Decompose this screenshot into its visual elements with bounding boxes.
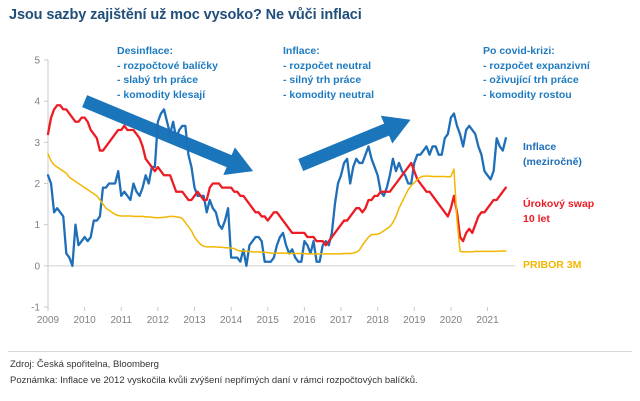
y-axis-tick-label: 1 (34, 220, 40, 231)
legend-item-pribor: PRIBOR 3M (523, 258, 581, 273)
annotation-bullet: - silný trh práce (283, 74, 362, 86)
y-axis-tick-label: 0 (34, 261, 40, 272)
legend-label-line2: 10 let (523, 212, 550, 225)
x-axis-tick-label: 2018 (367, 315, 390, 326)
annotation-inflace: Inflace: - rozpočet neutral - silný trh … (283, 44, 374, 102)
series-line (46, 104, 507, 247)
x-axis-tick-label: 2015 (257, 315, 280, 326)
annotation-heading: Po covid-krizi: (483, 45, 555, 57)
series-line (47, 153, 507, 255)
x-axis-tick-label: 2014 (220, 315, 243, 326)
page-title: Jsou sazby zajištění už moc vysoko? Ne v… (9, 7, 362, 23)
desinflace-arrow (82, 95, 254, 176)
legend-label-line1: Inflace (523, 141, 557, 153)
x-axis-tick-label: 2009 (37, 315, 60, 326)
legend-label-line1: Úrokový swap (523, 198, 595, 210)
legend-item-inflace: Inflace (meziročně) (523, 140, 582, 169)
footer-divider (8, 351, 632, 352)
legend-label-line1: PRIBOR 3M (523, 259, 582, 271)
annotation-bullet: - rozpočet expanzivní (483, 59, 590, 72)
annotation-heading: Desinflace: (117, 45, 174, 57)
y-axis-tick-label: 3 (34, 138, 40, 149)
annotation-bullet: - komodity neutral (283, 88, 375, 101)
x-axis-tick-label: 2020 (440, 315, 463, 326)
footnote-source: Zdroj: Česká spořitelna, Bloomberg (10, 359, 159, 370)
annotation-heading: Inflace: (283, 45, 320, 57)
legend-item-urokovy-swap: Úrokový swap 10 let (523, 197, 594, 226)
chart-plot-area: -1 0 1 2 3 4 5 2009 2010 2011 2012 2013 2014 2015 2016… (0, 30, 640, 350)
x-axis-tick-label: 2016 (293, 315, 316, 326)
annotation-bullet: - oživující trh práce (483, 74, 579, 86)
chart-axes: -1 0 1 2 3 4 5 2009 2010 2011 2012 2013 2014 2015 2016… (31, 56, 515, 326)
x-axis-tick-label: 2013 (183, 315, 206, 326)
chart-svg: -1 0 1 2 3 4 5 2009 2010 2011 2012 2013 2014 2015 2016… (31, 56, 515, 326)
y-axis-tick-label: 2 (34, 179, 40, 190)
legend-label-line2: (meziročně) (523, 155, 582, 168)
x-axis-tick-label: 2012 (147, 315, 170, 326)
annotation-bullet: - komodity klesají (117, 88, 206, 101)
annotation-bullet: - komodity rostou (483, 88, 572, 101)
series-line (46, 108, 507, 267)
chart-arrows (82, 95, 411, 176)
inflace-arrow (298, 115, 411, 171)
x-axis-tick-label: 2019 (403, 315, 426, 326)
annotation-bullet: - rozpočet neutral (283, 59, 372, 72)
x-axis-tick-label: 2021 (476, 315, 499, 326)
annotation-bullet: - slabý trh práce (117, 74, 199, 86)
footnote-note: Poznámka: Inflace ve 2012 vyskočila kvůl… (10, 375, 418, 386)
annotation-desinflace: Desinflace: - rozpočtové balíčky - slabý… (117, 44, 218, 102)
x-axis-tick-label: 2010 (74, 315, 97, 326)
x-axis-tick-label: 2011 (110, 315, 132, 326)
x-axis-tick-label: 2017 (330, 315, 353, 326)
annotation-bullet: - rozpočtové balíčky (117, 59, 218, 72)
annotation-po-covid-krizi: Po covid-krizi: - rozpočet expanzivní - … (483, 44, 590, 102)
chart-series (46, 104, 507, 267)
y-axis-tick-label: -1 (31, 303, 40, 314)
y-axis-tick-label: 4 (34, 97, 40, 108)
y-axis-tick-label: 5 (34, 56, 40, 67)
